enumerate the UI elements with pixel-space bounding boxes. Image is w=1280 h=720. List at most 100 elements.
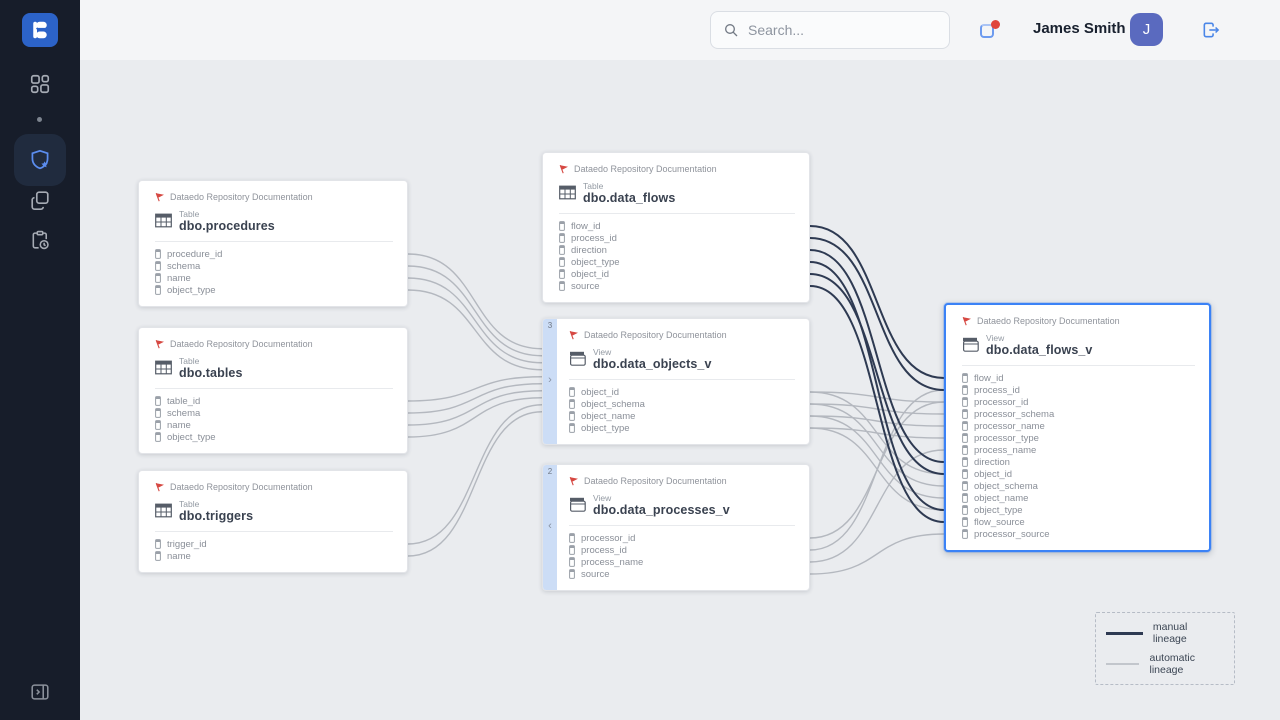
column-icon	[559, 257, 565, 267]
column-row[interactable]: name	[155, 419, 393, 431]
column-row[interactable]: direction	[559, 244, 795, 256]
column-row[interactable]: name	[155, 550, 393, 562]
column-name: processor_name	[974, 420, 1045, 432]
column-name: direction	[974, 456, 1010, 468]
entity-triggers[interactable]: Dataedo Repository Documentation Table d…	[138, 470, 408, 573]
column-name: processor_id	[974, 396, 1029, 408]
column-name: name	[167, 550, 191, 562]
column-row[interactable]: processor_id	[569, 532, 795, 544]
column-row[interactable]: flow_source	[962, 516, 1195, 528]
automatic-lineage-line	[407, 253, 543, 350]
entity-divider	[569, 379, 795, 380]
entity-title-text: View dbo.data_objects_v	[593, 347, 712, 371]
column-row[interactable]: flow_id	[962, 372, 1195, 384]
column-row[interactable]: object_schema	[962, 480, 1195, 492]
sidebar-item-expand-panel[interactable]	[28, 680, 52, 704]
legend-row-manual: manual lineage	[1106, 621, 1222, 645]
column-row[interactable]: object_type	[155, 431, 393, 443]
entity-tables[interactable]: Dataedo Repository Documentation Table d…	[138, 327, 408, 454]
shield-star-icon	[31, 149, 49, 170]
column-row[interactable]: direction	[962, 456, 1195, 468]
dataedo-logo[interactable]	[22, 13, 58, 47]
column-name: flow_id	[571, 220, 601, 232]
column-row[interactable]: source	[569, 568, 795, 580]
automatic-lineage-line	[407, 411, 543, 557]
entity-data_flows[interactable]: Dataedo Repository Documentation Table d…	[542, 152, 810, 303]
column-row[interactable]: object_type	[569, 422, 795, 434]
column-name: schema	[167, 260, 201, 272]
entity-title-text: View dbo.data_processes_v	[593, 493, 730, 517]
column-row[interactable]: schema	[155, 407, 393, 419]
automatic-lineage-line	[407, 397, 543, 438]
column-row[interactable]: process_id	[962, 384, 1195, 396]
column-row[interactable]: object_id	[569, 386, 795, 398]
entity-title-text: Table dbo.data_flows	[583, 181, 675, 205]
column-name: source	[571, 280, 600, 292]
column-icon	[155, 396, 161, 406]
column-icon	[962, 457, 968, 467]
column-list: table_id schema name	[155, 395, 393, 443]
column-name: source	[581, 568, 610, 580]
entity-procedures[interactable]: Dataedo Repository Documentation Table d…	[138, 180, 408, 307]
column-row[interactable]: schema	[155, 260, 393, 272]
legend-row-automatic: automatic lineage	[1106, 652, 1222, 676]
column-row[interactable]: object_name	[569, 410, 795, 422]
column-row[interactable]: process_id	[559, 232, 795, 244]
column-name: process_id	[571, 232, 617, 244]
entity-type-label: View	[986, 333, 1005, 343]
column-name: process_name	[581, 556, 644, 568]
entity-data_flows_v[interactable]: Dataedo Repository Documentation View db…	[944, 303, 1211, 552]
column-row[interactable]: processor_schema	[962, 408, 1195, 420]
column-row[interactable]: processor_type	[962, 432, 1195, 444]
column-name: object_type	[571, 256, 620, 268]
sidebar-item-tasks[interactable]	[28, 228, 52, 252]
column-row[interactable]: object_schema	[569, 398, 795, 410]
entity-title-text: View dbo.data_flows_v	[986, 333, 1092, 357]
notifications-button[interactable]	[978, 20, 1000, 42]
column-icon	[962, 385, 968, 395]
column-row[interactable]: object_type	[962, 504, 1195, 516]
column-name: trigger_id	[167, 538, 207, 550]
column-row[interactable]: flow_id	[559, 220, 795, 232]
logout-button[interactable]	[1200, 19, 1222, 41]
column-name: name	[167, 419, 191, 431]
avatar[interactable]: J	[1130, 13, 1163, 46]
column-row[interactable]: object_type	[559, 256, 795, 268]
entity-type-label: Table	[583, 181, 604, 191]
column-row[interactable]: process_name	[569, 556, 795, 568]
search-box[interactable]	[710, 11, 950, 49]
sidebar-separator-dot	[37, 117, 42, 122]
lineage-canvas[interactable]: manual lineage automatic lineage Dataedo…	[80, 60, 1280, 720]
column-row[interactable]: procedure_id	[155, 248, 393, 260]
column-name: object_id	[581, 386, 620, 398]
column-row[interactable]: processor_source	[962, 528, 1195, 540]
sidebar-item-lineage-active[interactable]	[14, 134, 66, 186]
column-row[interactable]: process_id	[569, 544, 795, 556]
column-row[interactable]: name	[155, 272, 393, 284]
column-row[interactable]: processor_name	[962, 420, 1195, 432]
entity-type-label: Table	[179, 356, 200, 366]
automatic-lineage-line	[407, 265, 543, 357]
expand-connections-chevron[interactable]: ‹	[548, 520, 552, 533]
column-row[interactable]: processor_id	[962, 396, 1195, 408]
column-row[interactable]: source	[559, 280, 795, 292]
column-row[interactable]: object_id	[962, 468, 1195, 480]
column-row[interactable]: trigger_id	[155, 538, 393, 550]
column-row[interactable]: object_type	[155, 284, 393, 296]
search-input[interactable]	[748, 22, 918, 38]
entity-name: dbo.data_objects_v	[593, 357, 712, 371]
column-row[interactable]: process_name	[962, 444, 1195, 456]
expand-connections-chevron[interactable]: ›	[548, 374, 552, 387]
entity-title-row: Table dbo.tables	[155, 356, 393, 380]
column-row[interactable]: table_id	[155, 395, 393, 407]
entity-name: dbo.data_processes_v	[593, 503, 730, 517]
sidebar-item-projects[interactable]	[28, 188, 52, 212]
documentation-label: Dataedo Repository Documentation	[170, 338, 313, 349]
column-row[interactable]: object_id	[559, 268, 795, 280]
entity-data_processes_v[interactable]: 2 ‹ Dataedo Repository Documentation	[542, 464, 810, 591]
entity-data_objects_v[interactable]: 3 › Dataedo Repository Documentation	[542, 318, 810, 445]
column-row[interactable]: object_name	[962, 492, 1195, 504]
entity-type-label: Table	[179, 499, 200, 509]
sidebar-item-dashboard[interactable]	[28, 72, 52, 96]
automatic-lineage-line	[809, 403, 945, 487]
